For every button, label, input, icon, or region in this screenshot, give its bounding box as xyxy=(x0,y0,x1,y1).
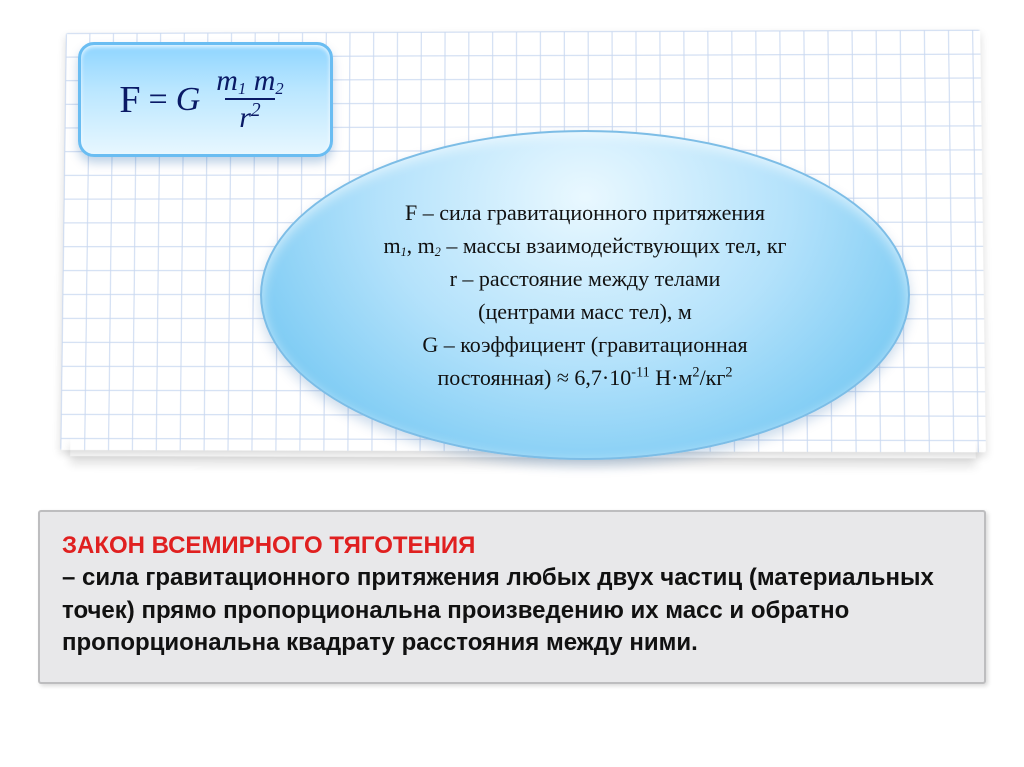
formula-card: F = G m1 m2 r2 xyxy=(78,42,333,157)
legend-line-5: G – коэффициент (гравитационная xyxy=(383,328,786,361)
fraction: m1 m2 r2 xyxy=(208,65,291,134)
legend-line-4: (центрами масс тел), м xyxy=(383,295,786,328)
legend-text: F – сила гравитационного притяжения m1, … xyxy=(355,196,814,394)
legend-line-3: r – расстояние между телами xyxy=(383,262,786,295)
fraction-numerator: m1 m2 xyxy=(208,65,291,98)
legend-line-1: F – сила гравитационного притяжения xyxy=(383,196,786,229)
legend-line-2: m1, m2 – массы взаимодействующих тел, кг xyxy=(383,229,786,262)
symbol-equals: = xyxy=(149,81,168,119)
definition-body: – сила гравитационного притяжения любых … xyxy=(62,564,934,656)
legend-line-6: постоянная) ≈ 6,7·10-11 Н·м2/кг2 xyxy=(383,361,786,394)
fraction-denominator: r2 xyxy=(225,98,274,134)
symbol-G: G xyxy=(176,81,201,119)
gravitation-formula: F = G m1 m2 r2 xyxy=(119,65,291,134)
definition-box: ЗАКОН ВСЕМИРНОГО ТЯГОТЕНИЯ – сила гравит… xyxy=(38,510,986,684)
symbol-F: F xyxy=(119,78,140,122)
definition-title: ЗАКОН ВСЕМИРНОГО ТЯГОТЕНИЯ xyxy=(62,532,475,559)
legend-ellipse: F – сила гравитационного притяжения m1, … xyxy=(260,130,910,460)
